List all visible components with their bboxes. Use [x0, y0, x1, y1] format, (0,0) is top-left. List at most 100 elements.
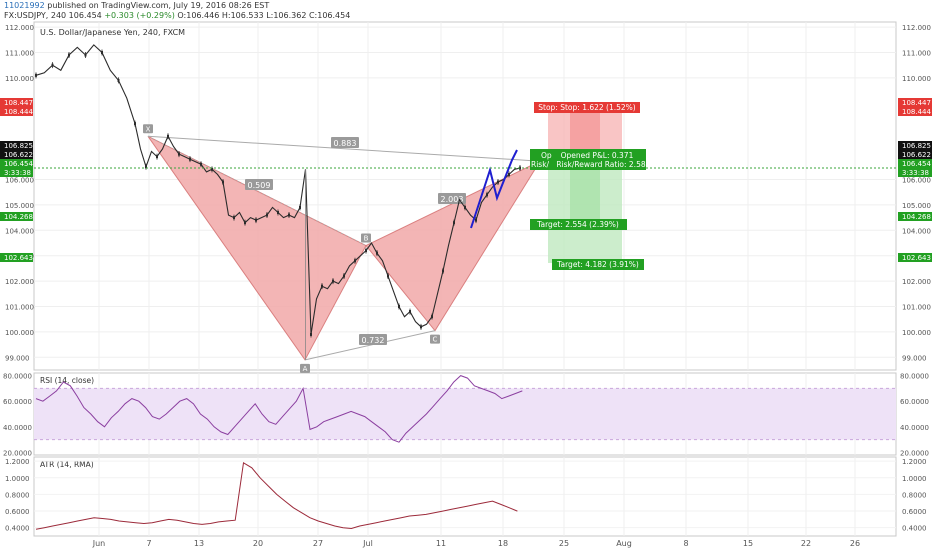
candle-body — [101, 50, 103, 54]
candle-body — [156, 155, 158, 159]
atr-tick-left: 1.0000 — [5, 475, 30, 483]
pnl-label: Opened P&L: 0.371 — [561, 151, 634, 160]
y-tick-label-right: 104.000 — [902, 227, 931, 235]
atr-tick-left: 0.8000 — [5, 491, 30, 499]
candle-body — [189, 157, 191, 161]
candle-body — [244, 221, 246, 225]
y-tick-label-right: 105.000 — [902, 202, 931, 210]
atr-line — [35, 461, 518, 530]
target2-label: Target: 4.182 (3.91%) — [556, 260, 639, 269]
xb-line — [147, 135, 367, 246]
price-tag-right — [898, 212, 932, 221]
pnl-box — [530, 149, 646, 170]
last-price: 106.454 — [68, 11, 102, 20]
candle-body — [475, 218, 477, 222]
candle-body — [222, 180, 224, 184]
y-tick-label-left: 111.000 — [5, 49, 34, 57]
target1-label: Target: 2.554 (2.39%) — [536, 220, 619, 229]
candle-body — [332, 279, 334, 283]
candle-body — [200, 162, 202, 166]
candle-body — [354, 259, 356, 263]
candle-body — [409, 310, 411, 314]
point-label: A — [303, 365, 308, 373]
price-tag-left — [0, 253, 33, 262]
price-tag-right-text: 3:33:38 — [902, 169, 929, 177]
ac-line — [304, 330, 436, 361]
symbol-name: FX:USDJPY, 240 — [4, 11, 67, 20]
candle-body — [453, 221, 455, 225]
candle-body — [442, 269, 444, 273]
rsi-tick-right: 40.0000 — [900, 424, 929, 432]
candle-body — [321, 284, 323, 288]
candle-body — [343, 274, 345, 278]
candle-body — [464, 205, 466, 209]
point-label: B — [364, 235, 369, 243]
y-tick-label-right: 112.000 — [902, 24, 931, 32]
point-box — [430, 334, 440, 344]
price-line — [35, 44, 521, 335]
candle-body — [51, 63, 54, 67]
price-tag-left — [0, 212, 33, 221]
candle-body — [233, 216, 235, 220]
target-zone-inner — [570, 163, 600, 228]
rsi-tick-left: 40.0000 — [3, 424, 32, 432]
x-tick-label: 7 — [146, 539, 151, 548]
price-tag-left-text: 106.825 — [4, 142, 33, 150]
x-tick-label: Jun — [92, 539, 106, 548]
y-tick-label-left: 106.000 — [5, 176, 34, 184]
atr-tick-right: 1.2000 — [902, 458, 927, 466]
price-tag-left-text: 106.622 — [4, 151, 33, 159]
rsi-tick-right: 20.0000 — [900, 449, 929, 457]
rsi-line — [35, 375, 523, 443]
price-tag-left — [0, 141, 33, 150]
atr-tick-left: 1.2000 — [5, 458, 30, 466]
candle-body — [145, 165, 147, 169]
price-tag-right — [898, 150, 932, 159]
price-tag-right-text: 102.643 — [902, 254, 931, 262]
y-tick-label-right: 110.000 — [902, 75, 931, 83]
y-tick-label-left: 104.000 — [5, 227, 34, 235]
open-label: Op — [541, 151, 552, 160]
stop-label: Stop: Stop: 1.622 (1.52%) — [538, 103, 636, 112]
candle-body — [497, 180, 499, 184]
y-tick-label-right: 102.000 — [902, 278, 931, 286]
price-tag-right — [898, 98, 932, 107]
price-tag-left — [0, 150, 33, 159]
ratio-label: 0.732 — [362, 336, 385, 345]
price-tag-right — [898, 168, 932, 177]
x-tick-label: 26 — [850, 539, 860, 548]
atr-pane-title: ATR (14, RMA) — [40, 460, 94, 469]
candle-body — [178, 152, 180, 156]
price-tag-left-text: 108.447 — [4, 99, 33, 107]
price-tag-left-text: 102.643 — [4, 254, 33, 262]
x-tick-label: 25 — [559, 539, 569, 548]
atr-tick-left: 0.4000 — [5, 525, 30, 533]
candle-body — [277, 211, 279, 215]
projection-zigzag — [470, 149, 518, 229]
x-tick-label: 27 — [313, 539, 323, 548]
price-tag-right — [898, 253, 932, 262]
user-id[interactable]: 11021992 — [4, 1, 45, 10]
candle-body — [431, 315, 433, 319]
price-tag-right — [898, 141, 932, 150]
atr-tick-right: 0.8000 — [902, 491, 927, 499]
price-tag-right — [898, 159, 932, 168]
x-tick-label: 13 — [194, 539, 204, 548]
ratio-box — [331, 137, 359, 148]
atr-tick-right: 0.6000 — [902, 508, 927, 516]
xd-line — [147, 135, 541, 162]
y-tick-label-left: 100.000 — [5, 329, 34, 337]
price-tag-right-text: 106.825 — [902, 142, 931, 150]
candle-body — [398, 304, 400, 308]
x-tick-label: 18 — [498, 539, 508, 548]
price-tag-right-text: 108.447 — [902, 99, 931, 107]
candle-body — [387, 274, 389, 278]
price-tag-left-text: 3:33:38 — [4, 169, 31, 177]
candle-body — [288, 213, 290, 217]
y-tick-label-left: 99.000 — [5, 354, 30, 362]
point-box — [143, 124, 153, 134]
candle-body — [84, 53, 87, 57]
candle-body — [310, 332, 312, 336]
price-tag-left — [0, 159, 33, 168]
